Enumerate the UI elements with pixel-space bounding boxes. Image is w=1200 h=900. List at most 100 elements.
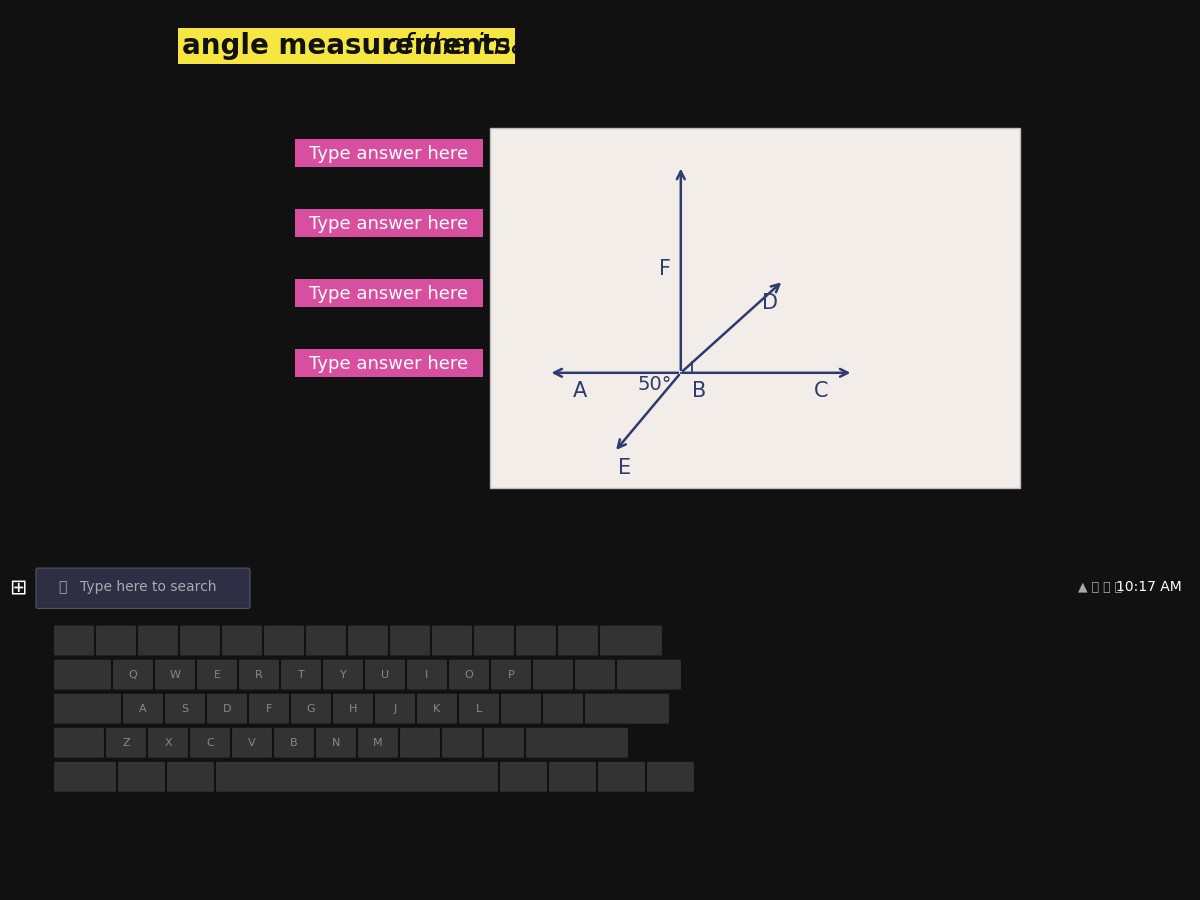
FancyBboxPatch shape <box>442 727 482 758</box>
FancyBboxPatch shape <box>575 659 616 690</box>
FancyBboxPatch shape <box>516 625 557 656</box>
Text: D: D <box>762 293 778 313</box>
FancyBboxPatch shape <box>432 625 473 656</box>
FancyBboxPatch shape <box>264 625 305 656</box>
FancyBboxPatch shape <box>374 693 415 724</box>
FancyBboxPatch shape <box>54 761 116 792</box>
FancyBboxPatch shape <box>295 279 482 307</box>
Text: O: O <box>464 670 473 680</box>
Text: A: A <box>572 381 587 400</box>
Text: N: N <box>332 738 340 748</box>
Text: X: X <box>164 738 172 748</box>
FancyBboxPatch shape <box>206 693 247 724</box>
Text: 20) <FBA=: 20) <FBA= <box>80 350 221 374</box>
Text: C: C <box>206 738 214 748</box>
FancyBboxPatch shape <box>526 727 629 758</box>
FancyBboxPatch shape <box>400 727 440 758</box>
FancyBboxPatch shape <box>290 693 331 724</box>
Text: W: W <box>169 670 180 680</box>
Text: Type answer here: Type answer here <box>310 145 468 163</box>
FancyBboxPatch shape <box>281 659 322 690</box>
FancyBboxPatch shape <box>365 659 406 690</box>
Text: C: C <box>814 381 828 400</box>
Text: E: E <box>618 458 631 478</box>
Text: V: V <box>248 738 256 748</box>
Text: Find the: Find the <box>80 32 220 60</box>
FancyBboxPatch shape <box>118 761 166 792</box>
FancyBboxPatch shape <box>295 209 482 237</box>
FancyBboxPatch shape <box>416 693 457 724</box>
FancyBboxPatch shape <box>274 727 314 758</box>
FancyBboxPatch shape <box>164 693 205 724</box>
Text: M: M <box>373 738 383 748</box>
FancyBboxPatch shape <box>222 625 263 656</box>
FancyBboxPatch shape <box>54 625 95 656</box>
FancyBboxPatch shape <box>449 659 490 690</box>
FancyBboxPatch shape <box>54 693 121 724</box>
Text: B: B <box>290 738 298 748</box>
Text: T: T <box>298 670 305 680</box>
FancyBboxPatch shape <box>167 761 215 792</box>
Text: K: K <box>433 704 440 714</box>
FancyBboxPatch shape <box>155 659 196 690</box>
FancyBboxPatch shape <box>232 727 272 758</box>
FancyBboxPatch shape <box>36 568 250 608</box>
FancyBboxPatch shape <box>323 659 364 690</box>
FancyBboxPatch shape <box>113 659 154 690</box>
Text: A: A <box>139 704 146 714</box>
FancyBboxPatch shape <box>558 625 599 656</box>
FancyBboxPatch shape <box>295 349 482 377</box>
FancyBboxPatch shape <box>647 761 695 792</box>
Text: H: H <box>349 704 358 714</box>
FancyBboxPatch shape <box>390 625 431 656</box>
Text: E: E <box>214 670 221 680</box>
FancyBboxPatch shape <box>122 693 163 724</box>
Text: L: L <box>476 704 482 714</box>
Text: U: U <box>380 670 389 680</box>
Text: ⊞: ⊞ <box>10 577 26 598</box>
Text: of the image below using what you know about: of the image below using what you know a… <box>377 32 1046 60</box>
Text: Z: Z <box>122 738 130 748</box>
Text: R: R <box>256 670 263 680</box>
FancyBboxPatch shape <box>295 139 482 167</box>
FancyBboxPatch shape <box>54 727 104 758</box>
FancyBboxPatch shape <box>106 727 146 758</box>
FancyBboxPatch shape <box>348 625 389 656</box>
Text: Type answer here: Type answer here <box>310 355 468 373</box>
FancyBboxPatch shape <box>316 727 356 758</box>
FancyBboxPatch shape <box>458 693 499 724</box>
FancyBboxPatch shape <box>248 693 289 724</box>
FancyBboxPatch shape <box>548 761 596 792</box>
FancyBboxPatch shape <box>407 659 448 690</box>
Text: G: G <box>307 704 316 714</box>
Text: Y: Y <box>340 670 347 680</box>
FancyBboxPatch shape <box>197 659 238 690</box>
FancyBboxPatch shape <box>96 625 137 656</box>
FancyBboxPatch shape <box>474 625 515 656</box>
Text: Type here to search: Type here to search <box>80 580 216 594</box>
FancyBboxPatch shape <box>190 727 230 758</box>
Text: Type answer here: Type answer here <box>310 215 468 233</box>
Text: I: I <box>425 670 428 680</box>
Text: 18) <EBC =: 18) <EBC = <box>80 210 238 234</box>
FancyBboxPatch shape <box>54 659 112 690</box>
Text: P: P <box>508 670 515 680</box>
FancyBboxPatch shape <box>239 659 280 690</box>
Text: 10:17 AM: 10:17 AM <box>1116 580 1182 594</box>
FancyBboxPatch shape <box>216 761 498 792</box>
Text: F: F <box>266 704 272 714</box>
FancyBboxPatch shape <box>490 128 1020 488</box>
Text: Type answer here: Type answer here <box>310 285 468 303</box>
Text: F: F <box>659 259 671 279</box>
FancyBboxPatch shape <box>491 659 532 690</box>
FancyBboxPatch shape <box>332 693 373 724</box>
Text: B: B <box>691 381 706 400</box>
Text: Q: Q <box>128 670 137 680</box>
FancyBboxPatch shape <box>499 761 547 792</box>
Text: complementary & supplementary angles.: complementary & supplementary angles. <box>80 74 658 102</box>
FancyBboxPatch shape <box>598 761 646 792</box>
Text: D: D <box>223 704 232 714</box>
Text: ▲ 🌐 🔊 🔋: ▲ 🌐 🔊 🔋 <box>1078 580 1122 594</box>
FancyBboxPatch shape <box>148 727 188 758</box>
FancyBboxPatch shape <box>358 727 398 758</box>
